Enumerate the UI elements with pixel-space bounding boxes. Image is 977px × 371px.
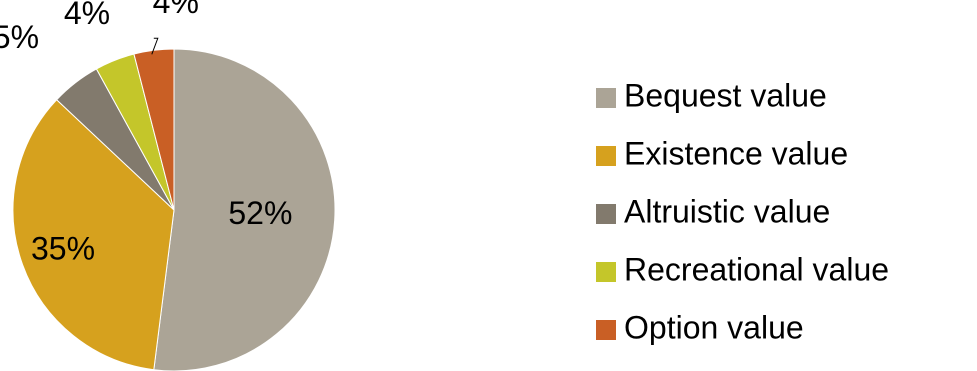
pie-slice-existence-value [12, 99, 175, 371]
slice-label-recreational-value: 4% [64, 0, 110, 31]
leader-line-option-value [151, 37, 159, 55]
slice-label-bequest-value: 52% [228, 195, 292, 231]
legend-swatch-altruistic-value [596, 204, 616, 224]
pie-slices [12, 48, 336, 371]
legend-label-recreational-value: Recreational value [624, 251, 889, 287]
slice-label-option-value: 4% [153, 0, 199, 20]
legend-swatch-option-value [596, 320, 616, 340]
slice-label-existence-value: 35% [31, 231, 95, 267]
slice-label-altruistic-value: 5% [0, 19, 39, 55]
pie-slice-bequest-value [153, 48, 336, 371]
legend-swatch-bequest-value [596, 88, 616, 108]
legend-swatch-existence-value [596, 146, 616, 166]
legend-label-altruistic-value: Altruistic value [624, 193, 830, 229]
pie-labels: 52% 35% 5% 4% 4% [0, 0, 292, 267]
legend-label-existence-value: Existence value [624, 135, 848, 171]
legend: Bequest value Existence value Altruistic v… [596, 77, 889, 345]
legend-swatch-recreational-value [596, 262, 616, 282]
legend-label-bequest-value: Bequest value [624, 77, 827, 113]
legend-label-option-value: Option value [624, 309, 804, 345]
